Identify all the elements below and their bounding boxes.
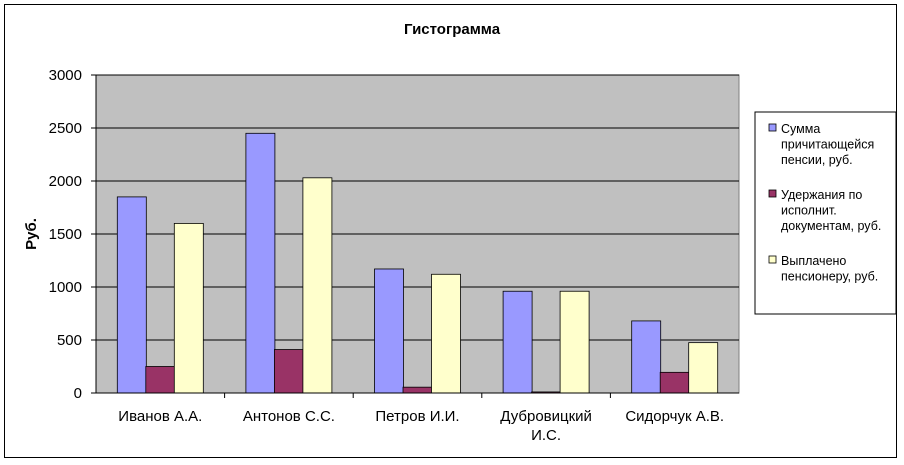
x-tick-label: Петров И.И. [375,408,459,425]
bar [402,386,433,394]
legend-swatch [768,189,777,198]
legend-label: пенсионеру, руб. [781,270,878,284]
legend-label: Сумма [781,122,820,136]
legend-label: Выплачено [781,254,846,268]
bar [145,366,176,394]
bar [245,132,276,394]
y-tick-label: 1500 [49,226,82,243]
x-tick-labels: Иванов А.А. Антонов С.С. Петров И.И. Дубров… [118,393,724,444]
bar [659,371,690,394]
y-tick-label: 3000 [49,67,82,84]
legend [754,111,897,315]
legend-label: пенсии, руб. [781,153,853,167]
legend-swatch [768,255,777,264]
legend-label: документам, руб. [781,219,881,233]
bars [116,132,719,394]
x-tick-label: Иванов А.А. [118,408,202,425]
bar [374,268,404,394]
y-tick-label: 500 [57,332,82,349]
legend-label: причитающейся [781,138,874,152]
x-tick-label: Сидорчук А.В. [625,408,724,425]
y-axis-label: Руб. [23,218,40,250]
bar [431,273,461,394]
bar [173,222,204,394]
y-tick-label: 2500 [49,120,82,137]
legend-swatch [768,123,777,132]
legend-label: исполнит. [781,204,837,218]
legend-label: Удержания по [781,188,862,202]
y-tick-label: 2000 [49,173,82,190]
bar [559,290,590,394]
bar [273,349,304,394]
bar [302,177,333,394]
bar [688,342,719,394]
y-tick-labels: 0 500 1000 1500 2000 2500 3000 [49,67,96,402]
bar [631,320,662,394]
chart-title: Гистограмма [404,21,501,38]
x-tick-label: Антонов С.С. [243,408,335,425]
y-tick-label: 1000 [49,279,82,296]
bar [116,196,147,394]
x-tick-label: Дубровицкий [500,408,592,425]
y-tick-label: 0 [74,385,82,402]
bar [502,290,533,394]
x-tick-label: И.С. [531,427,561,444]
